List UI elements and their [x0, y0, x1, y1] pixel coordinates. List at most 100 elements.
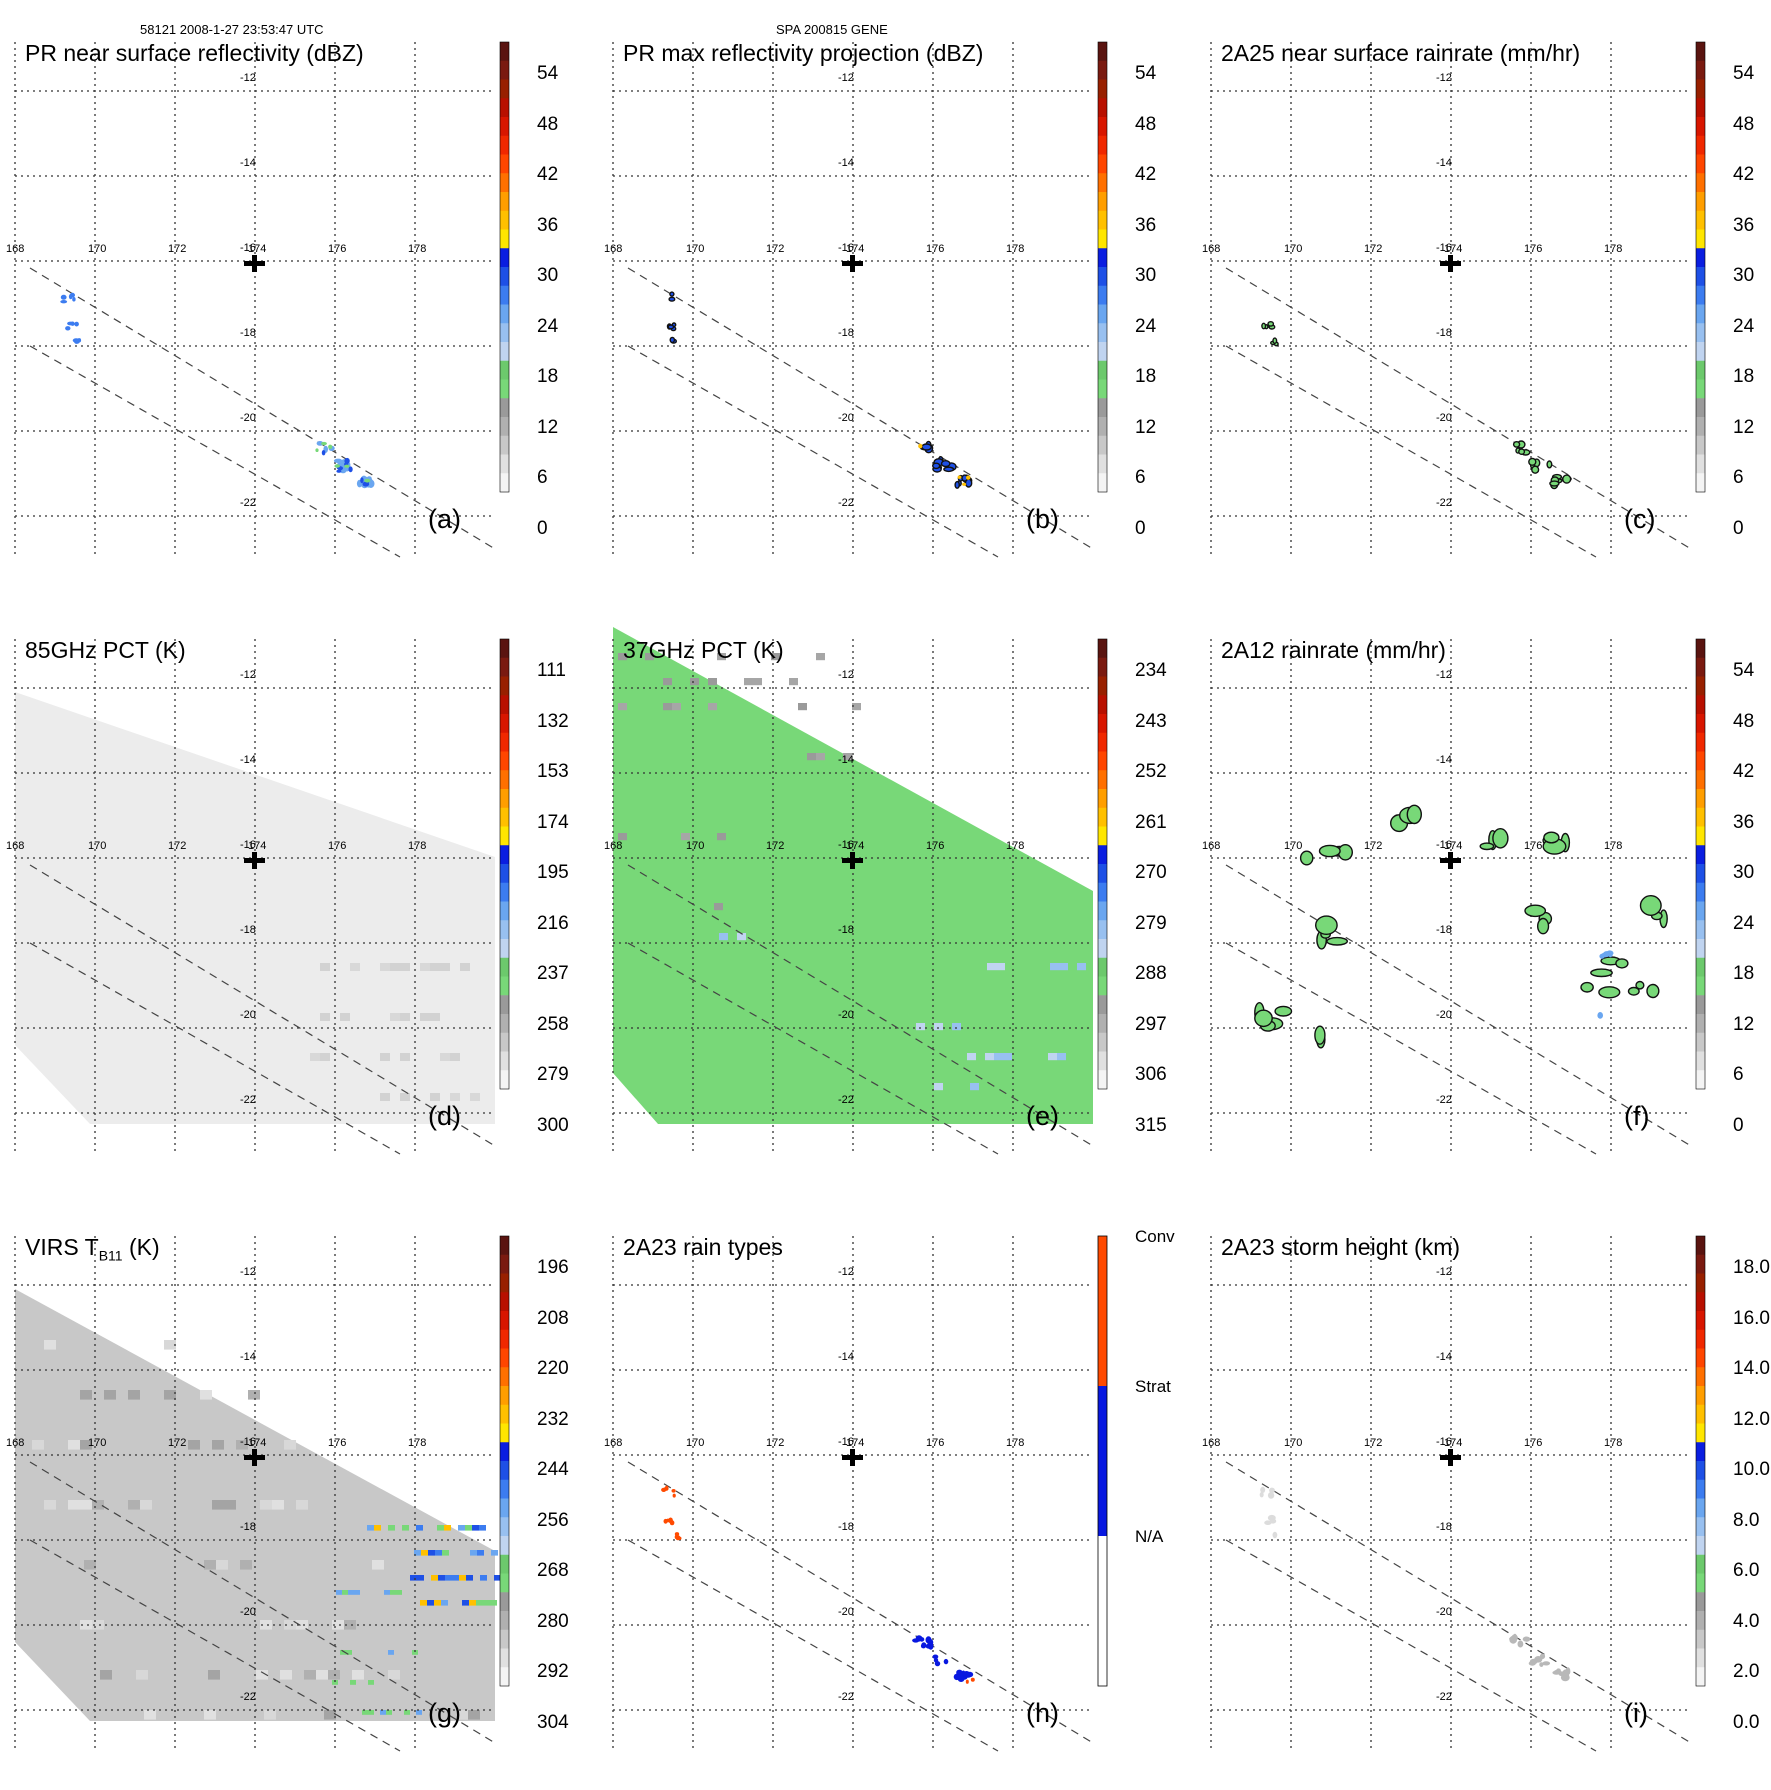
panel-title: 2A23 rain types	[623, 1234, 783, 1260]
colorbar-tick-label: 174	[537, 812, 569, 833]
map-plot-h: 168 170 172 174 176 178 -12 -14 -16 -18 -20 -22	[604, 1235, 1108, 1752]
header-storm-id: SPA 200815 GENE	[776, 22, 888, 37]
colorbar-tick-label: 0.0	[1733, 1712, 1760, 1733]
svg-text:176: 176	[1524, 243, 1542, 255]
svg-text:-18: -18	[838, 327, 854, 339]
colorbar-tick-label: 304	[537, 1712, 569, 1733]
colorbar-tick-label: 252	[1135, 761, 1167, 782]
colorbar-tick-label: 10.0	[1733, 1459, 1770, 1480]
map-plot-a: 168 170 172 174 176 178 -12 -14 -16 -18 -20 -22	[6, 41, 510, 558]
svg-text:-12: -12	[838, 72, 854, 84]
svg-text:-20: -20	[838, 1009, 854, 1021]
svg-text:168: 168	[6, 840, 24, 852]
panel-title: 85GHz PCT (K)	[25, 637, 186, 663]
svg-text:176: 176	[926, 1437, 944, 1449]
svg-text:172: 172	[1364, 243, 1382, 255]
colorbar-tick-label: 208	[537, 1308, 569, 1329]
svg-text:178: 178	[1006, 1437, 1024, 1449]
svg-text:170: 170	[1284, 840, 1302, 852]
svg-text:168: 168	[1202, 1437, 1220, 1449]
colorbar-tick-label: 6	[1135, 467, 1146, 488]
panel-label: (b)	[1026, 504, 1059, 534]
svg-text:-18: -18	[240, 1521, 256, 1533]
colorbar-tick-label: 14.0	[1733, 1358, 1770, 1379]
colorbar-tick-label: 111	[537, 660, 566, 681]
svg-text:168: 168	[604, 243, 622, 255]
svg-text:178: 178	[1604, 1437, 1622, 1449]
svg-text:176: 176	[926, 840, 944, 852]
panel-g: 168 170 172 174 176 178 -12 -14 -16 -18 -20 -22 VIRS…	[0, 1230, 580, 1790]
colorbar-tick-label: 256	[537, 1510, 569, 1531]
svg-text:168: 168	[1202, 243, 1220, 255]
svg-text:-16: -16	[240, 1436, 256, 1448]
colorbar-tick-label: 6	[1733, 1064, 1744, 1085]
panel-title: PR near surface reflectivity (dBZ)	[25, 40, 364, 66]
svg-text:176: 176	[328, 243, 346, 255]
svg-text:176: 176	[328, 1437, 346, 1449]
svg-text:-16: -16	[838, 839, 854, 851]
svg-text:-20: -20	[838, 412, 854, 424]
colorbar-tick-label: 8.0	[1733, 1510, 1760, 1531]
colorbar-tick-label: 0	[1733, 518, 1744, 539]
colorbar-tick-label: 279	[1135, 913, 1167, 934]
svg-text:-20: -20	[1436, 412, 1452, 424]
svg-text:174: 174	[248, 243, 266, 255]
map-plot-e: 168 170 172 174 176 178 -12 -14 -16 -18 -20 -22	[604, 627, 1108, 1155]
colorbar-tick-label: 0	[537, 518, 548, 539]
colorbar-tick-label: 12.0	[1733, 1409, 1770, 1430]
svg-text:-14: -14	[240, 1351, 256, 1363]
panel-d: 168 170 172 174 176 178 -12 -14 -16 -18 -20 -22 85GH…	[0, 633, 580, 1193]
colorbar-tick-label: 279	[537, 1064, 569, 1085]
svg-text:-16: -16	[838, 1436, 854, 1448]
svg-text:-14: -14	[240, 157, 256, 169]
svg-text:-22: -22	[1436, 497, 1452, 509]
svg-text:176: 176	[328, 840, 346, 852]
svg-text:-14: -14	[838, 754, 854, 766]
svg-text:174: 174	[1444, 243, 1462, 255]
svg-text:168: 168	[6, 1437, 24, 1449]
panel-h: 168 170 172 174 176 178 -12 -14 -16 -18 -20 -22 2A23…	[598, 1228, 1178, 1790]
panel-label: (c)	[1624, 504, 1656, 534]
colorbar-tick-label: 42	[1733, 761, 1755, 782]
colorbar-tick-label: 30	[1733, 265, 1755, 286]
colorbar-tick-label: 54	[1733, 63, 1755, 84]
svg-text:-12: -12	[240, 72, 256, 84]
svg-text:-14: -14	[838, 157, 854, 169]
svg-text:-18: -18	[838, 1521, 854, 1533]
svg-text:170: 170	[686, 243, 704, 255]
svg-text:-12: -12	[838, 1266, 854, 1278]
colorbar-tick-label: 132	[537, 711, 569, 732]
svg-text:-12: -12	[838, 669, 854, 681]
colorbar-tick-label: 18	[537, 366, 559, 387]
svg-text:178: 178	[408, 840, 426, 852]
svg-text:-20: -20	[240, 1009, 256, 1021]
colorbar-tick-label: 232	[537, 1409, 569, 1430]
svg-text:-16: -16	[1436, 1436, 1452, 1448]
panel-title: 2A25 near surface rainrate (mm/hr)	[1221, 40, 1581, 66]
colorbar-tick-label: 315	[1135, 1115, 1167, 1136]
svg-text:172: 172	[1364, 840, 1382, 852]
svg-text:176: 176	[1524, 1437, 1542, 1449]
colorbar-tick-label: 24	[1733, 316, 1755, 337]
svg-text:-12: -12	[240, 669, 256, 681]
colorbar-tick-label: 24	[1733, 913, 1755, 934]
colorbar-tick-label: 6	[537, 467, 548, 488]
colorbar-tick-label: 12	[1733, 1014, 1755, 1035]
colorbar-tick-label: 12	[1135, 417, 1157, 438]
map-plot-f: 168 170 172 174 176 178 -12 -14 -16 -18 -20 -22	[1202, 638, 1706, 1155]
colorbar-tick-label: 261	[1135, 812, 1167, 833]
svg-text:-22: -22	[838, 1691, 854, 1703]
colorbar-tick-label: Strat	[1135, 1377, 1171, 1396]
colorbar-tick-label: 18	[1733, 366, 1755, 387]
colorbar-tick-label: 270	[1135, 862, 1167, 883]
colorbar-tick-label: 42	[1135, 164, 1157, 185]
svg-text:172: 172	[1364, 1437, 1382, 1449]
colorbar-tick-label: 258	[537, 1014, 569, 1035]
svg-text:-14: -14	[240, 754, 256, 766]
colorbar-tick-label: 18	[1135, 366, 1157, 387]
svg-text:-12: -12	[1436, 669, 1452, 681]
colorbar-tick-label: 220	[537, 1358, 569, 1379]
svg-text:-20: -20	[1436, 1009, 1452, 1021]
colorbar-tick-label: 306	[1135, 1064, 1167, 1085]
panel-label: (a)	[428, 504, 461, 534]
